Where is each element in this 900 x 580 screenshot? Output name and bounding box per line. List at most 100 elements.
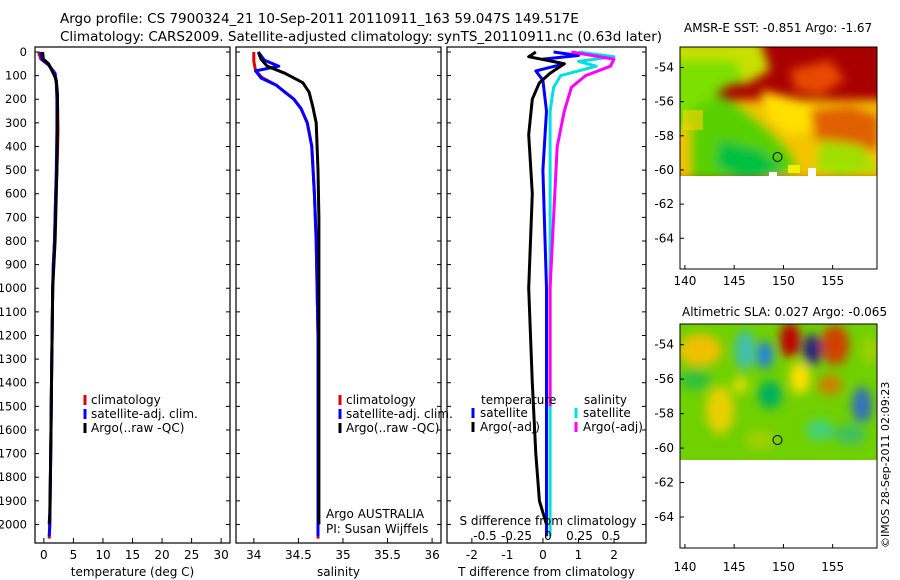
- sla-map-frame: [679, 323, 878, 549]
- depth-tick-label: 700: [5, 210, 27, 224]
- secondary-x-tick-label: 0.25: [566, 529, 593, 543]
- x-axis-label: T difference from climatology: [457, 565, 635, 579]
- map-y-tick-label: -60: [654, 441, 674, 455]
- map-y-tick-label: -56: [654, 95, 674, 109]
- secondary-x-tick-label: -0.25: [501, 529, 532, 543]
- secondary-x-axis-label: S difference from climatology: [460, 514, 637, 528]
- series-line-salinity-satellite: [548, 50, 616, 537]
- figure-title-line2: Climatology: CARS2009. Satellite-adjuste…: [60, 29, 663, 45]
- map-y-tick-label: -58: [654, 407, 674, 421]
- depth-tick-label: 600: [5, 187, 27, 201]
- depth-tick-label: 0: [20, 45, 27, 59]
- map-y-tick-label: -62: [654, 197, 674, 211]
- figure-title-line1: Argo profile: CS 7900324_21 10-Sep-2011 …: [60, 11, 579, 27]
- depth-tick-label: 1500: [0, 399, 27, 413]
- map-x-tick-label: 150: [772, 560, 795, 574]
- salinity-panel: 34 34.5 35 35.5 36 salinity climatologysatelli…: [235, 46, 453, 579]
- x-tick-label: -1: [501, 548, 513, 562]
- depth-tick-label: 1200: [0, 328, 27, 342]
- x-tick-label: 5: [70, 548, 78, 562]
- depth-tick-label: 900: [5, 258, 27, 272]
- depth-tick-label: 1800: [0, 470, 27, 484]
- sst-argo-marker: [772, 152, 783, 162]
- depth-tick-label: 200: [5, 92, 27, 106]
- map-y-tick-label: -62: [654, 476, 674, 490]
- series-line-argo-raw-qc-: [256, 51, 321, 525]
- legend-label: satellite: [480, 406, 528, 420]
- map-y-tick-label: -60: [654, 163, 674, 177]
- depth-tick-label: 2000: [0, 517, 27, 531]
- difference-panel: -2 -1 0 1 2 T difference from climatology temp…: [446, 46, 647, 579]
- x-tick-label: 34.5: [285, 548, 312, 562]
- x-axis-label: salinity: [317, 565, 360, 579]
- depth-tick-label: 500: [5, 163, 27, 177]
- x-tick-label: 15: [125, 548, 140, 562]
- secondary-x-tick-label: -0.5: [473, 529, 496, 543]
- x-tick-label: 0: [539, 548, 547, 562]
- legend-title-temperature: temperature: [481, 393, 556, 407]
- secondary-x-tick-label: 0: [544, 529, 552, 543]
- series-line-temperature-argo-adj-: [527, 50, 566, 525]
- x-tick-label: 34: [246, 548, 261, 562]
- x-tick-label: 25: [184, 548, 199, 562]
- series-line-climatology: [37, 51, 60, 539]
- depth-tick-label: 1000: [0, 281, 27, 295]
- legend-label: climatology: [346, 393, 416, 407]
- legend-label: Argo(-adj): [480, 420, 540, 434]
- panel-annotation: Argo AUSTRALIA: [326, 507, 425, 521]
- map-y-tick-label: -58: [654, 129, 674, 143]
- salinity-axes-frame: [235, 46, 442, 544]
- sla-field: [680, 324, 877, 460]
- depth-tick-label: 1600: [0, 423, 27, 437]
- depth-tick-label: 400: [5, 139, 27, 153]
- map-x-tick-label: 140: [673, 274, 696, 288]
- depth-tick-label: 800: [5, 234, 27, 248]
- x-axis-label: temperature (deg C): [71, 565, 194, 579]
- x-tick-label: 20: [154, 548, 169, 562]
- legend-label: Argo(..raw -QC): [91, 421, 184, 435]
- x-tick-label: 0: [40, 548, 48, 562]
- depth-tick-label: 1300: [0, 352, 27, 366]
- x-tick-label: 2: [610, 548, 618, 562]
- depth-tick-label: 1900: [0, 494, 27, 508]
- map-y-tick-label: -64: [654, 510, 674, 524]
- x-tick-label: 35: [335, 548, 350, 562]
- x-tick-label: 10: [95, 548, 110, 562]
- depth-tick-label: 300: [5, 116, 27, 130]
- map-x-tick-label: 155: [821, 274, 844, 288]
- map-x-tick-label: 145: [723, 560, 746, 574]
- map-x-tick-label: 140: [673, 560, 696, 574]
- legend-label: satellite: [583, 406, 631, 420]
- x-tick-label: 35.5: [374, 548, 401, 562]
- depth-tick-label: 1700: [0, 447, 27, 461]
- legend-label: satellite-adj. clim.: [91, 407, 198, 421]
- series-line-satellite-adj-clim-: [38, 51, 59, 537]
- sla-map-title: Altimetric SLA: 0.027 Argo: -0.065: [682, 305, 887, 319]
- difference-axes-frame: [446, 46, 647, 544]
- depth-tick-label: 1400: [0, 376, 27, 390]
- series-line-argo-raw-qc-: [41, 51, 59, 525]
- series-line-satellite-adj-clim-: [254, 51, 320, 537]
- depth-tick-label: 100: [5, 69, 27, 83]
- map-y-tick-label: -64: [654, 231, 674, 245]
- sst-field: [680, 47, 877, 176]
- sla-map-panel: Altimetric SLA: 0.027 Argo: -0.065: [654, 305, 887, 574]
- sst-map-title: AMSR-E SST: -0.851 Argo: -1.67: [684, 21, 872, 35]
- x-tick-label: 1: [575, 548, 583, 562]
- x-tick-label: 36: [424, 548, 439, 562]
- legend-label: climatology: [91, 393, 161, 407]
- map-x-tick-label: 145: [723, 274, 746, 288]
- map-y-tick-label: -54: [654, 338, 674, 352]
- imos-credit: ©IMOS 28-Sep-2011 02:09:23: [879, 382, 892, 548]
- temperature-axes-frame: [34, 46, 231, 544]
- map-y-tick-label: -54: [654, 60, 674, 74]
- panel-annotation: PI: Susan Wijffels: [326, 522, 428, 536]
- x-tick-label: 30: [213, 548, 228, 562]
- legend-label: Argo(..raw -QC): [346, 421, 439, 435]
- legend-label: satellite-adj. clim.: [346, 407, 453, 421]
- legend-label: Argo(-adj): [583, 420, 643, 434]
- secondary-x-tick-label: 0.5: [601, 529, 620, 543]
- legend-title-salinity: salinity: [584, 393, 627, 407]
- sst-map-frame: [679, 46, 878, 270]
